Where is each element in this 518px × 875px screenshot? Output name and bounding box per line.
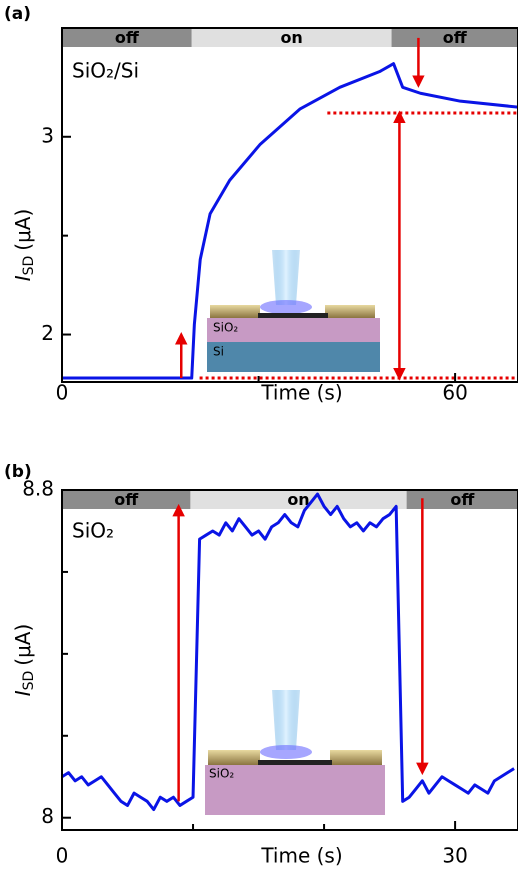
light-label: on	[280, 28, 302, 47]
inset-label: SiO₂	[213, 321, 238, 335]
y-unit: (μA)	[11, 624, 35, 666]
x-tick-label: 60	[442, 381, 467, 405]
device-inset	[205, 690, 385, 815]
panel-annotation: SiO₂/Si	[72, 59, 139, 83]
x-tick-label: 0	[56, 381, 69, 405]
data-line	[62, 62, 518, 380]
y-unit: (μA)	[11, 209, 35, 251]
y-axis-label: ISD (μA)	[11, 624, 38, 697]
inset-label: SiO₂	[209, 767, 234, 781]
light-interval	[191, 28, 392, 47]
device-inset	[207, 250, 380, 372]
y-tick-label: 3	[41, 123, 54, 147]
x-tick-label: 30	[442, 844, 467, 868]
y-symbol: I	[11, 275, 35, 281]
light-interval	[62, 28, 192, 47]
light-label: off	[450, 490, 475, 509]
light-interval	[391, 28, 518, 47]
panel-label: (b)	[4, 462, 32, 482]
data-line	[61, 492, 515, 812]
light-label: on	[287, 490, 309, 509]
light-interval	[62, 490, 191, 509]
panel-label: (a)	[4, 4, 31, 24]
panel-annotation: SiO₂	[72, 519, 114, 543]
plot-frame	[61, 489, 518, 831]
x-axis-label: Time (s)	[260, 381, 342, 405]
light-interval	[406, 490, 518, 509]
x-tick-label: 0	[56, 844, 69, 868]
light-interval	[190, 490, 407, 509]
y-subscript: SD	[21, 256, 37, 276]
x-axis-label: Time (s)	[260, 844, 342, 868]
y-tick-label: 2	[41, 321, 54, 345]
y-symbol: I	[11, 690, 35, 696]
y-tick-label: 8	[41, 804, 54, 828]
inset-label: Si	[213, 345, 224, 359]
y-tick-label: 8.8	[22, 477, 54, 501]
y-subscript: SD	[21, 671, 37, 691]
light-label: off	[114, 490, 139, 509]
light-label: off	[443, 28, 468, 47]
plot-frame	[61, 27, 518, 383]
y-axis-label: ISD (μA)	[11, 209, 38, 282]
light-label: off	[115, 28, 140, 47]
